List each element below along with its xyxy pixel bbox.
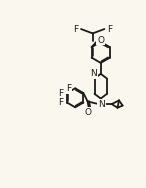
Text: F: F: [108, 24, 113, 33]
Text: F: F: [66, 84, 71, 93]
Text: F: F: [73, 24, 78, 33]
Text: N: N: [98, 100, 105, 109]
Text: F: F: [58, 98, 63, 107]
Text: N: N: [90, 69, 97, 78]
Text: F: F: [58, 89, 63, 98]
Text: O: O: [84, 108, 91, 117]
Text: O: O: [97, 36, 104, 45]
